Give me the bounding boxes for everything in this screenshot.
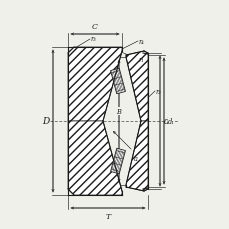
Text: C: C: [92, 23, 98, 31]
Text: D: D: [42, 117, 49, 126]
Text: a: a: [134, 154, 137, 162]
Polygon shape: [125, 52, 147, 121]
Text: T: T: [105, 212, 110, 220]
Polygon shape: [68, 121, 121, 195]
Text: r₂: r₂: [155, 88, 161, 95]
Polygon shape: [68, 48, 121, 121]
Text: B: B: [116, 108, 121, 115]
Text: r₁: r₁: [138, 56, 144, 64]
Text: d₁: d₁: [167, 117, 174, 125]
Text: d: d: [163, 117, 169, 126]
Text: r₃: r₃: [91, 35, 96, 43]
Polygon shape: [110, 149, 125, 174]
Text: r₄: r₄: [138, 38, 144, 46]
Polygon shape: [110, 69, 125, 94]
Polygon shape: [125, 121, 147, 191]
